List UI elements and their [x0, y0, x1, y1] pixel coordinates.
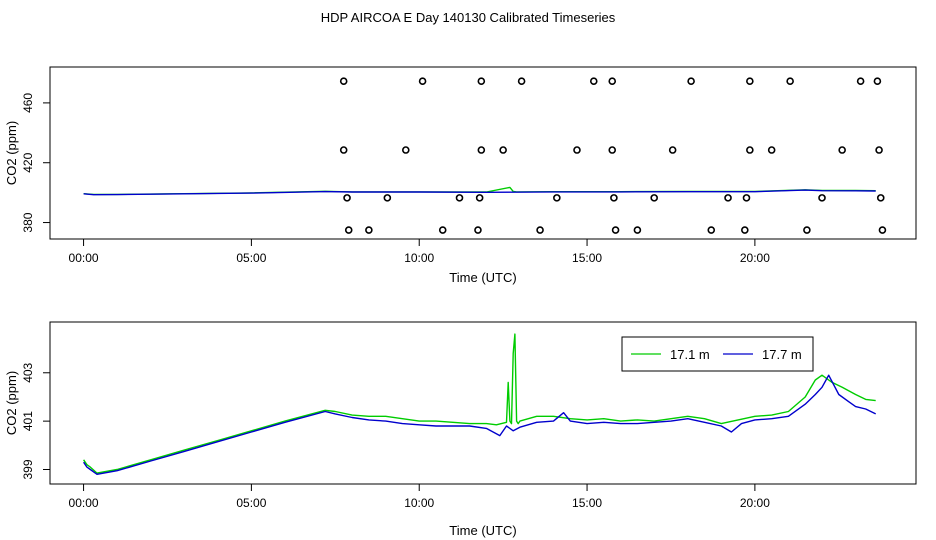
calibration-point [475, 194, 484, 202]
calibration-point [344, 226, 353, 234]
calibration-point [724, 194, 732, 202]
calibration-point [633, 226, 642, 234]
y-tick-label: 380 [21, 212, 35, 232]
calibration-point [455, 194, 464, 202]
legend-label-17-7m: 17.7 m [762, 347, 802, 362]
calibration-point [878, 226, 887, 234]
calibration-point [876, 194, 885, 202]
calibration-point [818, 194, 826, 202]
calibration-point [668, 146, 677, 154]
legend: 17.1 m 17.7 m [621, 336, 814, 372]
calibration-point [365, 226, 373, 234]
calibration-point [438, 226, 447, 234]
calibration-point [339, 146, 348, 154]
series-line-17-1-m [83, 333, 876, 474]
calibration-point [608, 146, 617, 154]
x-tick-label: 10:00 [404, 251, 434, 265]
top-y-axis-label: CO2 (ppm) [4, 121, 19, 185]
calibration-point [838, 146, 846, 154]
calibration-point [803, 226, 811, 234]
x-tick-label: 10:00 [404, 496, 434, 510]
calibration-point [477, 77, 486, 86]
x-tick-label: 20:00 [740, 496, 770, 510]
bottom-y-axis: 399 401 403 [21, 362, 50, 480]
calibration-point [474, 226, 482, 234]
calibration-point [401, 146, 410, 154]
calibration-point [650, 194, 658, 202]
top-plot-data [83, 77, 887, 234]
x-tick-label: 00:00 [69, 251, 99, 265]
calibration-point [418, 77, 427, 86]
top-y-axis: 380 420 460 [21, 93, 50, 233]
calibration-point [746, 146, 754, 154]
top-plot-frame [49, 66, 917, 240]
x-tick-label: 00:00 [69, 496, 99, 510]
calibration-point [383, 194, 392, 202]
calibration-point [477, 146, 486, 154]
bottom-y-axis-label: CO2 (ppm) [4, 371, 19, 435]
bottom-x-axis-label: Time (UTC) [449, 523, 516, 538]
calibration-point [875, 146, 883, 154]
bottom-panel: 00:00 05:00 10:00 15:00 20:00 399 401 403 Time… [4, 321, 917, 538]
x-tick-label: 05:00 [236, 251, 266, 265]
calibration-point [741, 226, 749, 234]
calibration-point [608, 77, 617, 86]
bottom-x-axis: 00:00 05:00 10:00 15:00 20:00 [69, 484, 770, 510]
top-x-axis-label: Time (UTC) [449, 270, 516, 285]
calibration-point [742, 194, 751, 202]
calibration-point [536, 226, 544, 234]
calibration-point [553, 194, 561, 202]
bottom-plot-data [83, 333, 877, 475]
legend-label-17-1m: 17.1 m [670, 347, 710, 362]
calibration-point [339, 77, 348, 86]
calibration-point [610, 194, 618, 202]
top-x-axis: 00:00 05:00 10:00 15:00 20:00 [69, 239, 770, 265]
calibration-point [687, 77, 695, 86]
calibration-point [517, 77, 526, 86]
y-tick-label: 403 [21, 362, 35, 382]
y-tick-label: 420 [21, 152, 35, 172]
calibration-point [707, 226, 716, 234]
calibration-point [746, 77, 754, 86]
x-tick-label: 20:00 [740, 251, 770, 265]
y-tick-label: 460 [21, 93, 35, 113]
calibration-point [786, 77, 794, 86]
series-line-17-7-m [83, 374, 877, 475]
calibration-point [856, 77, 865, 86]
y-tick-label: 401 [21, 411, 35, 431]
chart-title: HDP AIRCOA E Day 140130 Calibrated Times… [321, 10, 616, 25]
series-line-blue [83, 189, 876, 196]
calibration-point [573, 146, 581, 154]
top-panel: 00:00 05:00 10:00 15:00 20:00 380 420 460 Time… [4, 66, 917, 285]
x-tick-label: 15:00 [572, 251, 602, 265]
x-tick-label: 05:00 [236, 496, 266, 510]
y-tick-label: 399 [21, 459, 35, 479]
bottom-plot-frame [49, 321, 917, 485]
calibration-point [343, 194, 351, 202]
calibration-point [589, 77, 598, 86]
calibration-point [767, 146, 776, 154]
calibration-point [499, 146, 507, 154]
calibration-point [873, 77, 882, 86]
calibration-point [611, 226, 620, 234]
x-tick-label: 15:00 [572, 496, 602, 510]
